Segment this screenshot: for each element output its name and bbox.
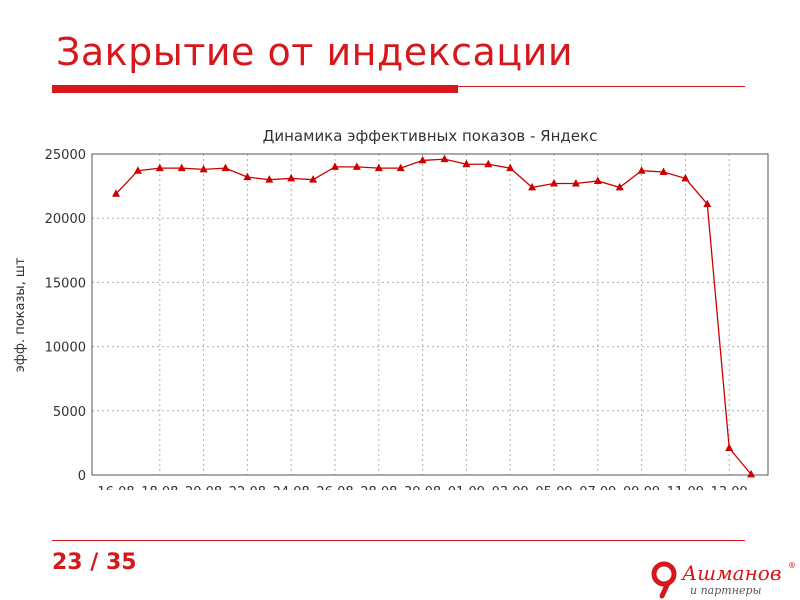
x-tick-label: 26.08 <box>316 485 353 490</box>
x-tick-label: 28.08 <box>360 485 397 490</box>
title-underline-thick <box>52 85 458 93</box>
x-tick-label: 09.09 <box>623 485 660 490</box>
y-tick-label: 15000 <box>45 276 86 291</box>
x-tick-label: 05.09 <box>535 485 572 490</box>
data-point-marker <box>681 173 690 182</box>
logo-subtitle: и партнеры <box>690 584 761 597</box>
series-layer <box>112 154 756 478</box>
slide-number: 23 / 35 <box>52 550 137 575</box>
data-point-marker <box>615 182 624 191</box>
data-point-marker <box>593 176 602 184</box>
logo-name: Ашманов <box>680 561 781 585</box>
x-tick-label: 13.09 <box>711 485 748 490</box>
data-point-marker <box>243 172 252 181</box>
x-tick-label: 18.08 <box>141 485 178 490</box>
data-point-marker <box>703 199 712 208</box>
logo-registered: ® <box>788 561 796 570</box>
impressions-line-chart: Динамика эффективных показов - Яндекс эф… <box>13 127 769 490</box>
company-logo: Ашманов ® и партнеры <box>651 561 796 599</box>
chart-title: Динамика эффективных показов - Яндекс <box>263 127 598 145</box>
data-point-marker <box>747 469 756 478</box>
data-point-marker <box>659 167 668 175</box>
x-tick-label: 03.09 <box>492 485 529 490</box>
y-tick-label: 25000 <box>45 148 86 163</box>
data-point-marker <box>287 173 296 182</box>
slide-title: Закрытие от индексации <box>56 30 574 74</box>
x-tick-label: 24.08 <box>273 485 310 490</box>
plot-frame <box>91 153 769 476</box>
x-tick-label: 16.08 <box>97 485 134 490</box>
x-tick-label: 11.09 <box>667 485 704 490</box>
data-point-marker <box>112 189 120 197</box>
data-point-marker <box>199 164 208 173</box>
data-point-marker <box>374 163 383 172</box>
data-point-marker <box>550 179 558 187</box>
chart-grid <box>92 154 768 475</box>
x-tick-label: 01.09 <box>448 485 485 490</box>
y-tick-label: 10000 <box>45 341 86 356</box>
data-point-marker <box>309 175 318 183</box>
data-point-marker <box>506 163 515 172</box>
data-point-marker <box>637 166 646 174</box>
y-tick-label: 20000 <box>45 212 86 227</box>
logo-mark-icon <box>651 561 677 599</box>
data-point-marker <box>528 182 537 191</box>
series-line <box>115 158 752 475</box>
title-underline-thin <box>458 86 745 87</box>
data-point-marker <box>396 163 405 172</box>
data-point-marker <box>155 163 164 172</box>
data-point-marker <box>331 162 339 170</box>
data-point-marker <box>440 154 449 163</box>
data-point-marker <box>221 163 230 172</box>
y-tick-label: 0 <box>78 469 86 484</box>
data-point-marker <box>133 166 142 174</box>
x-tick-labels: 16.08 18.08 20.08 22.08 24.08 26.08 28.08 30.08… <box>97 485 747 490</box>
data-point-marker <box>418 155 427 164</box>
x-tick-label: 30.08 <box>404 485 441 490</box>
x-tick-label: 20.08 <box>185 485 222 490</box>
data-point-marker <box>571 179 580 187</box>
x-tick-label: 22.08 <box>229 485 266 490</box>
data-point-marker <box>484 159 493 168</box>
footer-rule <box>52 540 745 541</box>
data-point-marker <box>177 163 186 172</box>
data-point-marker <box>725 443 734 452</box>
x-tick-label: 07.09 <box>579 485 616 490</box>
data-point-marker <box>462 159 471 168</box>
y-axis-label: эфф. показы, шт <box>13 257 28 372</box>
data-point-marker <box>265 175 274 183</box>
y-tick-label: 5000 <box>53 405 86 420</box>
data-point-marker <box>352 162 361 170</box>
y-tick-labels: 0 5000 10000 15000 20000 25000 <box>45 148 86 484</box>
